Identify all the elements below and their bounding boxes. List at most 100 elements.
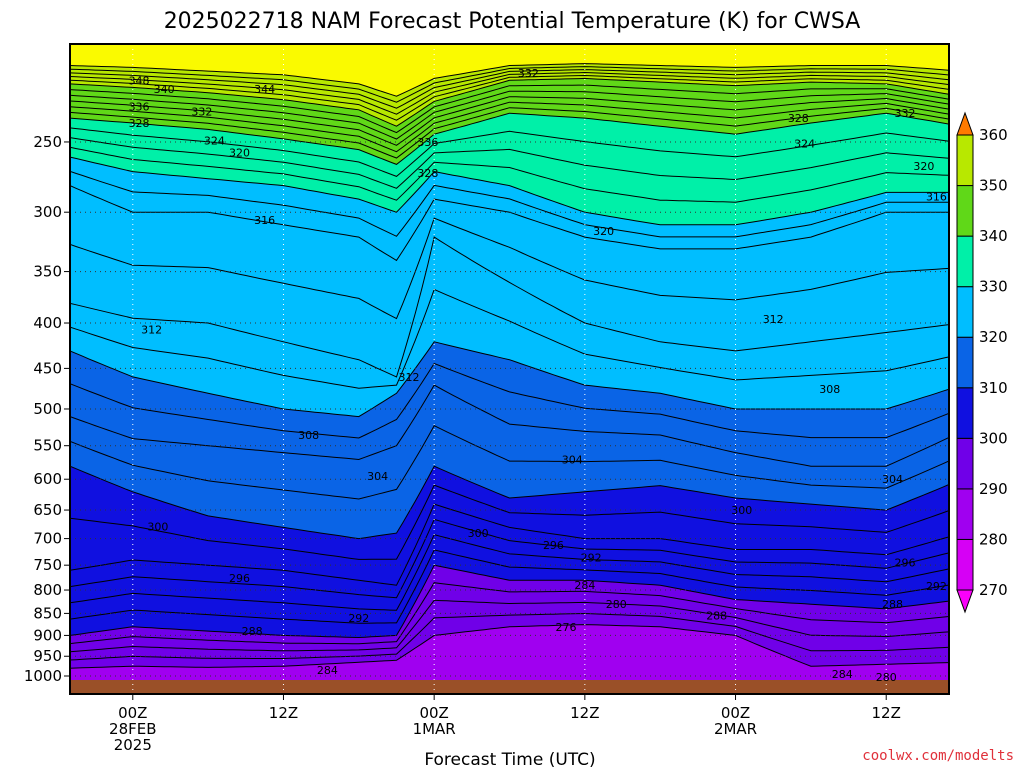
colorbar-segment (956, 235, 974, 288)
isotherm-308 (70, 341, 949, 418)
isotherm-328 (70, 112, 949, 165)
contour-label: 320 (593, 225, 614, 238)
colorbar-segment (956, 134, 974, 187)
isotherm-332 (70, 101, 949, 153)
contour-label: 300 (147, 520, 168, 533)
contour-label: 348 (129, 74, 150, 87)
isotherm-312 (70, 236, 949, 378)
x-tick-label: 1MAR (413, 720, 456, 738)
colorbar-segment (956, 437, 974, 490)
contour-label: 280 (606, 598, 627, 611)
isotherm-298 (70, 484, 949, 560)
y-tick-label: 350 (33, 263, 62, 281)
colorbar-label: 280 (979, 530, 1008, 548)
x-tick-label: 2025 (114, 736, 152, 754)
contour-label: 292 (926, 580, 947, 593)
isotherm-314 (70, 217, 949, 320)
contour-label: 292 (581, 551, 602, 564)
isotherm-318 (70, 170, 949, 238)
x-tick-label: 00Z (118, 704, 147, 722)
isotherm-282 (70, 612, 949, 661)
chart-title: 2025022718 NAM Forecast Potential Temper… (164, 9, 861, 34)
contour-label: 284 (832, 668, 853, 681)
contour-label: 284 (317, 664, 338, 677)
colorbar-label: 320 (979, 328, 1008, 346)
isotherm-310 (70, 288, 949, 389)
isotherm-350 (70, 63, 949, 97)
x-tick-label: 12Z (269, 704, 298, 722)
contour-label: 316 (254, 214, 275, 227)
colorbar-label: 270 (979, 581, 1008, 599)
y-tick-label: 650 (33, 501, 62, 519)
contour-label: 304 (882, 473, 903, 486)
isotherm-280 (70, 624, 949, 669)
colorbar-segment (956, 488, 974, 540)
x-tick-label: 00Z (721, 704, 750, 722)
y-tick-label: 1000 (24, 667, 62, 685)
contour-label: 324 (794, 137, 815, 150)
isotherm-288 (70, 564, 949, 639)
y-tick-label: 450 (33, 359, 62, 377)
colorbar-label: 350 (979, 177, 1008, 195)
y-tick-label: 900 (33, 626, 62, 644)
x-tick-label: 28FEB (109, 720, 156, 738)
isotherm-286 (70, 582, 949, 645)
contour-label: 296 (229, 572, 250, 585)
colorbar-segment (956, 185, 974, 237)
contour-label: 336 (129, 100, 150, 113)
isotherm-322 (70, 146, 949, 203)
ground (70, 680, 949, 694)
isotherm-296 (70, 503, 949, 586)
contour-label: 328 (788, 112, 809, 125)
plot-frame (69, 43, 950, 695)
x-tick-label: 00Z (419, 704, 448, 722)
contour-label: 280 (876, 671, 897, 684)
contour-label: 296 (895, 557, 916, 570)
isotherm-342 (70, 74, 949, 121)
isotherm-290 (70, 549, 949, 624)
contour-label: 284 (574, 579, 595, 592)
y-axis: 250 300 350 400 450 500 550 600 650 700 750 800 850 9… (24, 133, 70, 685)
colorbar-label: 290 (979, 480, 1008, 498)
isotherm-340 (70, 77, 949, 127)
colorbar-segment (956, 538, 974, 591)
y-tick-label: 300 (33, 203, 62, 221)
isotherm-336 (70, 90, 949, 140)
contour-label: 304 (367, 470, 388, 483)
contour-label: 328 (417, 167, 438, 180)
contour-label: 276 (556, 621, 577, 634)
y-tick-label: 250 (33, 133, 62, 151)
colorbar-segment (956, 286, 974, 338)
x-axis-label: Forecast Time (UTC) (424, 750, 595, 768)
contour-label: 308 (298, 429, 319, 442)
colorbar-extend-top (956, 111, 974, 136)
isotherm-334 (70, 96, 949, 146)
isotherm-304 (70, 384, 949, 467)
colorbar-label: 330 (979, 278, 1008, 296)
y-tick-label: 400 (33, 314, 62, 332)
isotherm-338 (70, 84, 949, 134)
isotherm-316 (70, 185, 949, 262)
contour-label: 312 (141, 324, 162, 337)
colorbar-segment (956, 387, 974, 439)
contour-label: 328 (129, 117, 150, 130)
isotherm-284 (70, 599, 949, 653)
plot-area (70, 44, 949, 694)
gridlines (70, 44, 949, 694)
y-tick-label: 750 (33, 556, 62, 574)
contour-label: 340 (154, 83, 175, 96)
y-tick-label: 550 (33, 437, 62, 455)
isotherm-320 (70, 156, 949, 226)
contour-label: 324 (204, 134, 225, 147)
contour-label: 312 (399, 371, 420, 384)
x-tick-label: 12Z (872, 704, 901, 722)
contour-label: 320 (229, 147, 250, 160)
colorbar-label: 310 (979, 379, 1008, 397)
contour-label: 320 (913, 160, 934, 173)
y-tick-label: 800 (33, 581, 62, 599)
colorbar-extend-bottom (956, 589, 974, 614)
contour-label: 288 (882, 598, 903, 611)
colorbar-segment (956, 336, 974, 389)
y-tick-label: 500 (33, 400, 62, 418)
